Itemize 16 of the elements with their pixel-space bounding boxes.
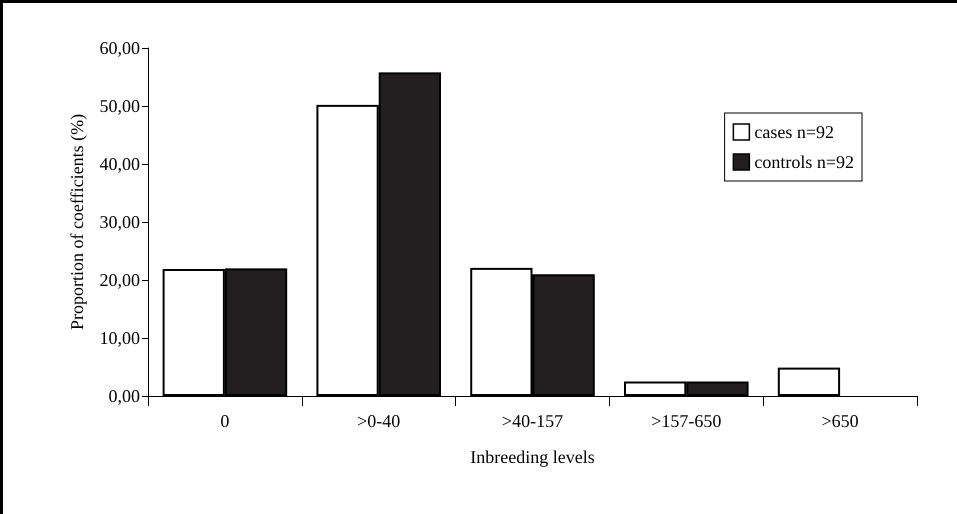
- y-tick-label: 60,00: [100, 38, 140, 58]
- x-tick-label: >157-650: [651, 411, 722, 431]
- legend-label: cases n=92: [754, 122, 834, 142]
- x-tick-label: >650: [822, 411, 859, 431]
- x-axis-title: Inbreeding levels: [470, 447, 595, 467]
- legend-label: controls n=92: [754, 152, 854, 172]
- y-tick-label: 30,00: [100, 212, 140, 232]
- y-tick-label: 10,00: [100, 328, 140, 348]
- y-axis-title: Proportion of coefficients (%): [67, 114, 87, 330]
- y-tick-label: 20,00: [100, 270, 140, 290]
- x-tick-label: 0: [220, 411, 230, 431]
- y-tick-label: 50,00: [100, 96, 140, 116]
- y-tick-label: 40,00: [100, 154, 140, 174]
- y-tick-label: 0,00: [108, 386, 140, 406]
- x-tick-label: >0-40: [357, 411, 400, 431]
- x-tick-label: >40-157: [502, 411, 564, 431]
